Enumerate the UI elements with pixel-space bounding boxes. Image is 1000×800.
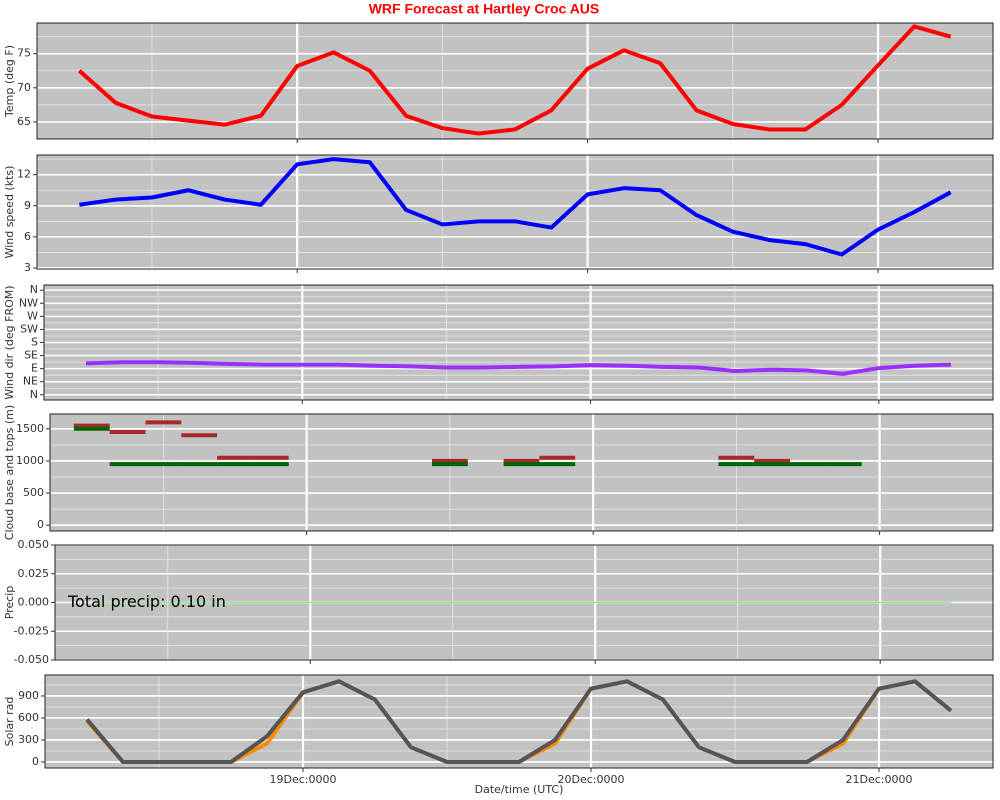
y-tick-label: NE [23, 375, 38, 388]
y-tick-label: 0.050 [18, 538, 50, 551]
y-axis-label: Precip [3, 586, 16, 620]
plot-border [54, 544, 994, 661]
plot-border [49, 413, 994, 532]
y-tick-label: 70 [17, 81, 31, 94]
plot-border [43, 284, 994, 401]
annotation: Total precip: 0.10 in [67, 592, 226, 611]
y-axis-label: Solar rad [3, 697, 16, 747]
y-axis-label: Temp (deg F) [3, 45, 16, 118]
y-tick-label: 3 [24, 261, 31, 274]
y-tick-label: 1000 [16, 454, 44, 467]
y-tick-label: 65 [17, 115, 31, 128]
y-tick-label: -0.025 [14, 624, 49, 637]
y-tick-label: 75 [17, 47, 31, 60]
y-axis-label: Wind dir (deg FROM) [3, 285, 16, 399]
y-tick-label: 0.000 [18, 596, 50, 609]
chart-title: WRF Forecast at Hartley Croc AUS [369, 1, 600, 17]
y-axis-label: Cloud base and tops (m) [3, 405, 16, 540]
data-line [85, 360, 952, 376]
y-tick-label: 1500 [16, 422, 44, 435]
y-tick-label: SW [20, 322, 38, 335]
y-tick-label: 600 [18, 711, 39, 724]
y-tick-label: 900 [18, 689, 39, 702]
y-tick-label: SE [24, 349, 38, 362]
y-tick-label: 0 [37, 518, 44, 531]
y-tick-label: S [31, 336, 38, 349]
data-line [79, 157, 952, 257]
y-tick-label: 12 [17, 168, 31, 181]
plot-border [36, 22, 994, 140]
y-tick-label: 300 [18, 733, 39, 746]
y-axis-label: Wind speed (kts) [3, 166, 16, 259]
plot-background [50, 414, 993, 531]
x-tick-label: 19Dec:0000 [270, 773, 337, 786]
y-tick-label: 0.025 [18, 567, 50, 580]
x-tick-label: 21Dec:0000 [846, 773, 913, 786]
plot-border [44, 674, 994, 769]
y-tick-label: E [31, 362, 38, 375]
x-tick-label: 20Dec:0000 [558, 773, 625, 786]
y-tick-label: 500 [23, 486, 44, 499]
y-tick-label: N [30, 388, 38, 401]
x-axis-label: Date/time (UTC) [475, 783, 564, 796]
data-line [78, 24, 952, 136]
y-tick-label: 6 [24, 230, 31, 243]
y-tick-label: 9 [24, 199, 31, 212]
plot-border [36, 154, 994, 270]
data-line [85, 679, 953, 764]
plot-background [45, 675, 993, 768]
y-tick-label: W [27, 309, 38, 322]
y-tick-label: -0.050 [14, 653, 49, 666]
plot-background [37, 155, 993, 269]
y-tick-label: 0 [32, 755, 39, 768]
y-tick-label: N [30, 283, 38, 296]
y-tick-label: NW [19, 296, 38, 309]
